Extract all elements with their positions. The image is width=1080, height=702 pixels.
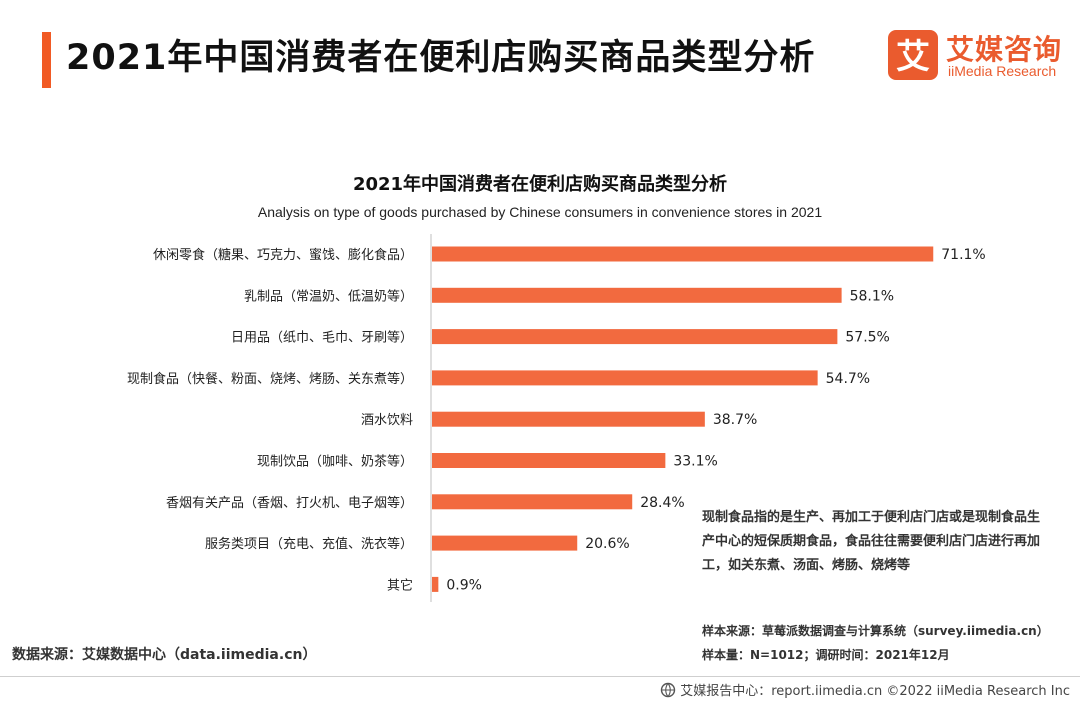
title-accent-bar <box>42 32 51 88</box>
iimedia-logo-mark: 艾 <box>888 30 938 80</box>
footer: 艾媒报告中心：report.iimedia.cn ©2022 iiMedia R… <box>660 680 1070 699</box>
chart-note: 现制食品指的是生产、再加工于便利店门店或是现制食品生产中心的短保质期食品，食品往… <box>702 510 1041 573</box>
footer-text: 艾媒报告中心：report.iimedia.cn ©2022 iiMedia R… <box>680 684 1070 699</box>
page-title: 2021年中国消费者在便利店购买商品类型分析 <box>66 38 816 78</box>
bar <box>432 246 934 262</box>
value-label: 28.4% <box>640 495 684 511</box>
bar <box>432 535 578 551</box>
value-label: 71.1% <box>941 247 985 263</box>
bar <box>432 370 818 386</box>
bar <box>432 494 633 510</box>
value-label: 57.5% <box>845 330 889 346</box>
value-label: 38.7% <box>713 412 757 428</box>
bar-chart: 休闲零食（糖果、巧克力、蜜饯、膨化食品） 71.1% 乳制品（常温奶、低温奶等） 58… <box>127 234 986 602</box>
value-label: 58.1% <box>850 288 894 304</box>
category-label: 现制食品（快餐、粉面、烧烤、烤肠、关东煮等） <box>127 371 413 387</box>
logo-text-en: iiMedia Research <box>948 63 1057 79</box>
bar <box>432 329 838 345</box>
iimedia-globe-icon <box>660 682 676 697</box>
bar <box>432 287 842 303</box>
chart-title: 2021年中国消费者在便利店购买商品类型分析 <box>352 174 728 195</box>
footer-divider <box>0 676 1080 677</box>
value-label: 20.6% <box>585 536 629 552</box>
category-label: 乳制品（常温奶、低温奶等） <box>244 288 413 304</box>
bar <box>432 576 439 592</box>
bar <box>432 411 705 427</box>
category-label: 休闲零食（糖果、巧克力、蜜饯、膨化食品） <box>153 247 413 263</box>
chart-subtitle: Analysis on type of goods purchased by C… <box>257 204 823 220</box>
sample-source: 样本来源：草莓派数据调查与计算系统（survey.iimedia.cn） <box>702 624 1049 638</box>
category-label: 香烟有关产品（香烟、打火机、电子烟等） <box>166 495 413 511</box>
value-label: 33.1% <box>673 454 717 470</box>
category-label: 服务类项目（充电、充值、洗衣等） <box>205 536 413 552</box>
category-label: 酒水饮料 <box>361 413 413 428</box>
iimedia-logo: 艾 艾媒咨询 iiMedia Research <box>888 30 1068 84</box>
logo-text-cn: 艾媒咨询 <box>946 33 1063 66</box>
bar <box>432 453 666 468</box>
category-label: 现制饮品（咖啡、奶茶等） <box>257 454 413 470</box>
value-label: 54.7% <box>826 371 870 387</box>
logo-mark-glyph: 艾 <box>896 37 930 77</box>
sample-size: 样本量：N=1012；调研时间：2021年12月 <box>702 648 950 662</box>
data-source: 数据来源：艾媒数据中心（data.iimedia.cn） <box>12 647 317 663</box>
category-label: 其它 <box>387 577 413 593</box>
category-label: 日用品（纸巾、毛巾、牙刷等） <box>231 330 413 346</box>
value-label: 0.9% <box>446 577 482 593</box>
